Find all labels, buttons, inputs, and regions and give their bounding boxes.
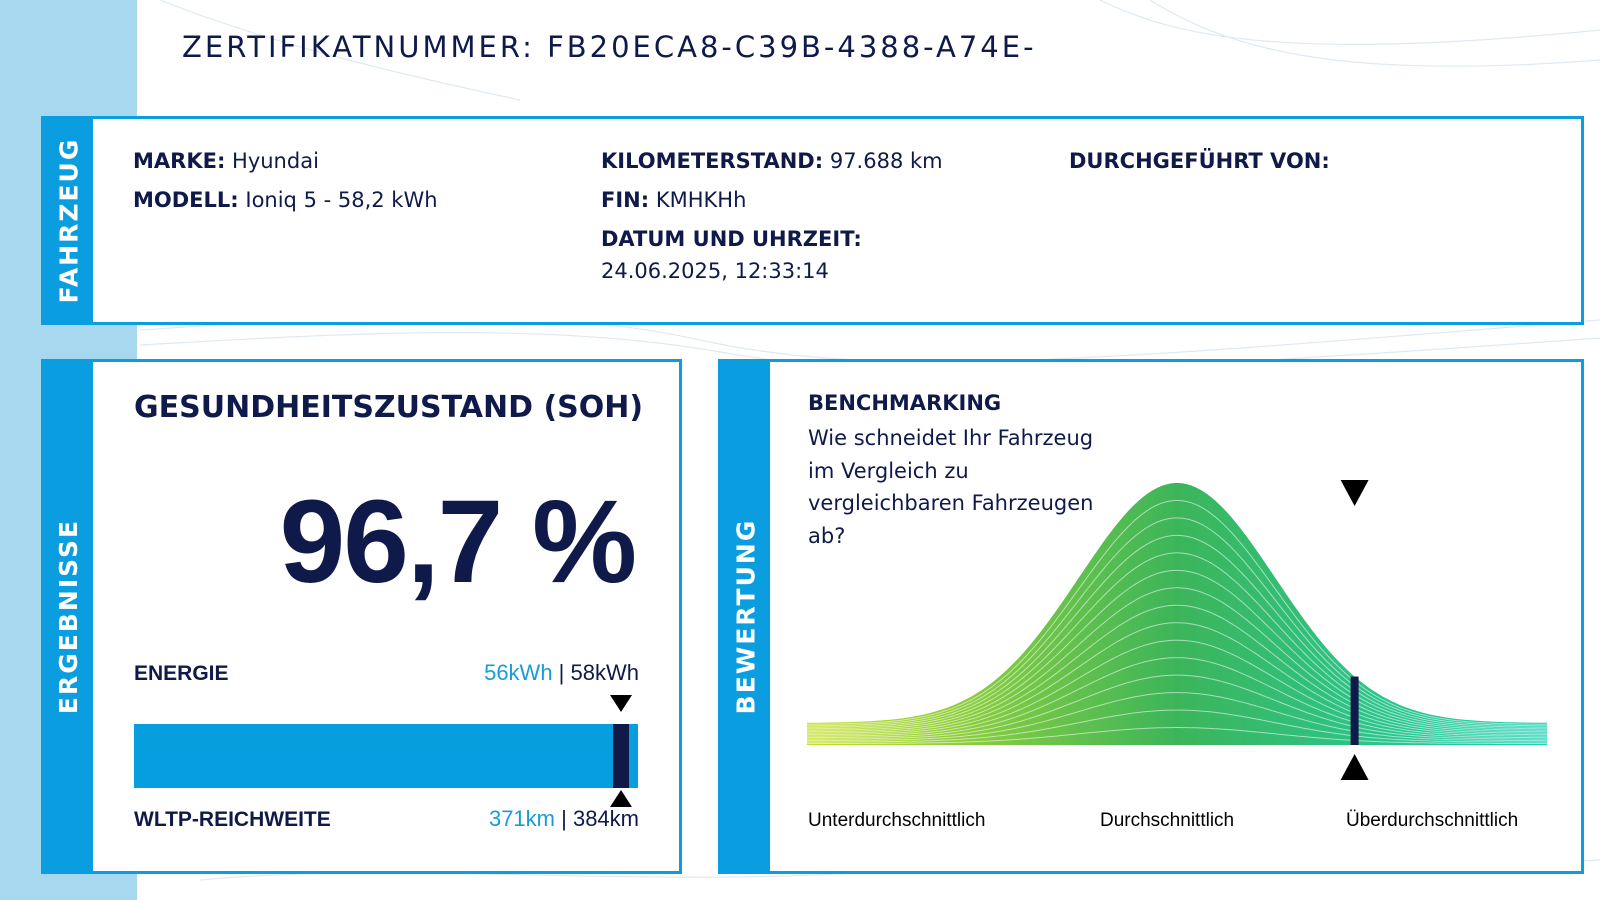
curve-contour-line	[807, 674, 1547, 740]
range-separator: |	[555, 806, 573, 831]
energy-label: ENERGIE	[134, 662, 229, 685]
model-label: MODELL:	[133, 188, 239, 212]
mileage-label: KILOMETERSTAND:	[601, 149, 824, 173]
results-tab-label: ERGEBNISSE	[54, 518, 84, 715]
curve-contour-line	[807, 552, 1547, 730]
curve-contour-line	[807, 604, 1547, 734]
soh-title: GESUNDHEITSZUSTAND (SOH)	[134, 390, 644, 425]
axis-label-average: Durchschnittlich	[1100, 810, 1235, 831]
axis-label-above-average: Überdurchschnittlich	[1346, 810, 1519, 831]
curve-contour-line	[807, 639, 1547, 737]
performed-by-field: DURCHGEFÜHRT VON:	[1069, 149, 1330, 173]
vin-field: FIN: KMHKHh	[601, 188, 746, 212]
benchmark-question: Wie schneidet Ihr Fahrzeug im Vergleich …	[808, 426, 1094, 548]
benchmark-marker-bottom-triangle	[1340, 754, 1369, 780]
range-nominal: 384km	[572, 806, 639, 831]
bar-marker-top-triangle	[610, 695, 633, 712]
datetime-label: DATUM UND UHRZEIT:	[601, 227, 862, 251]
curve-contour-line	[807, 657, 1547, 739]
soh-bar	[134, 724, 638, 788]
soh-value: 96,7 %	[279, 476, 637, 608]
vehicle-panel: FAHRZEUG MARKE: Hyundai MODELL: Ioniq 5 …	[41, 116, 1584, 325]
vin-label: FIN:	[601, 188, 650, 212]
curve-contour-line	[807, 534, 1547, 728]
benchmark-tab-label: BEWERTUNG	[731, 518, 760, 715]
curve-contour-line	[807, 709, 1547, 743]
results-tab: ERGEBNISSE	[44, 362, 93, 871]
mileage-value: 97.688 km	[829, 149, 943, 173]
bar-marker-bottom-triangle	[610, 790, 633, 807]
distribution-curve	[807, 480, 1547, 780]
benchmark-title: BENCHMARKING	[808, 391, 1002, 415]
curve-contour-line	[807, 692, 1547, 742]
curve-contour-line	[807, 517, 1547, 727]
results-panel: ERGEBNISSE GESUNDHEITSZUSTAND (SOH) 96,7…	[41, 359, 682, 874]
energy-current: 56kWh	[484, 660, 553, 685]
curve-contour-line	[807, 727, 1547, 744]
brand-value: Hyundai	[232, 149, 319, 173]
certificate-number: ZERTIFIKATNUMMER: FB20ECA8-C39B-4388-A74…	[182, 30, 1037, 64]
vin-value: KMHKHh	[655, 188, 747, 212]
range-current: 371km	[488, 806, 555, 831]
brand-label: MARKE:	[133, 149, 226, 173]
curve-contour-line	[807, 587, 1547, 733]
benchmark-panel: BEWERTUNG BENCHMARKING Wie schneidet Ihr…	[718, 359, 1584, 874]
energy-separator: |	[552, 660, 571, 685]
axis-label-below-average: Unterdurchschnittlich	[808, 810, 986, 831]
performed-by-label: DURCHGEFÜHRT VON:	[1069, 149, 1330, 173]
model-value: Ioniq 5 - 58,2 kWh	[245, 188, 438, 212]
curve-contour-line	[807, 569, 1547, 731]
soh-bar-marker	[613, 724, 630, 788]
curve-contour-line	[807, 500, 1547, 725]
energy-nominal: 58kWh	[570, 660, 639, 685]
model-field: MODELL: Ioniq 5 - 58,2 kWh	[133, 188, 438, 212]
brand-field: MARKE: Hyundai	[133, 149, 319, 173]
vehicle-tab: FAHRZEUG	[44, 119, 93, 322]
range-values: 371km | 384km	[489, 806, 639, 832]
range-label: WLTP-REICHWEITE	[134, 808, 331, 831]
benchmark-marker	[1350, 676, 1359, 745]
curve-contour-line	[807, 622, 1547, 736]
benchmark-marker-top-triangle	[1340, 480, 1369, 506]
vehicle-tab-label: FAHRZEUG	[54, 137, 84, 304]
benchmark-tab: BEWERTUNG	[721, 362, 770, 871]
energy-values: 56kWh | 58kWh	[484, 660, 639, 686]
curve-fill	[807, 483, 1547, 745]
mileage-field: KILOMETERSTAND: 97.688 km	[601, 149, 943, 173]
datetime-value: 24.06.2025, 12:33:14	[601, 259, 829, 283]
